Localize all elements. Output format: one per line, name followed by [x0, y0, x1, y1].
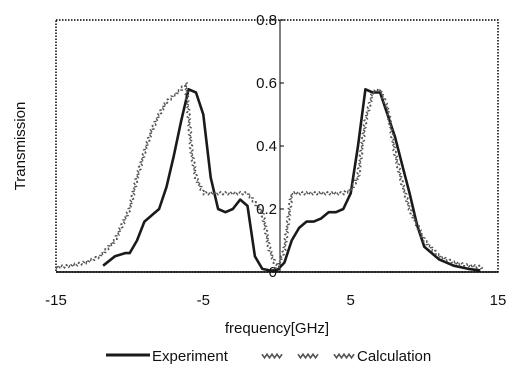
x-tick-label: -15 — [45, 292, 67, 309]
x-tick-label: -5 — [197, 292, 210, 309]
legend-calculation-label: Calculation — [357, 348, 431, 365]
legend: Experiment Calculation — [106, 348, 431, 365]
y-tick-label: 0.6 — [256, 75, 277, 92]
x-tick-labels: -15 -5 5 15 — [45, 292, 506, 309]
x-tick-label: 5 — [346, 292, 354, 309]
series-layer — [55, 82, 484, 272]
plot-frame — [55, 19, 499, 273]
y-tick-label: 0 — [269, 264, 277, 281]
legend-calculation-swatch — [261, 352, 355, 360]
series-line-experiment — [102, 88, 481, 272]
y-tick-labels: 0 0.2 0.4 0.6 0.8 — [256, 12, 284, 281]
y-tick-label: 0.8 — [256, 12, 277, 29]
y-axis-label: Transmission — [12, 102, 29, 191]
legend-experiment-label: Experiment — [152, 348, 229, 365]
x-tick-label: 15 — [490, 292, 507, 309]
series-line-calculation — [55, 82, 484, 270]
y-tick-label: 0.2 — [256, 201, 277, 218]
y-tick-label: 0.4 — [256, 138, 277, 155]
x-axis-label: frequency[GHz] — [225, 320, 329, 337]
